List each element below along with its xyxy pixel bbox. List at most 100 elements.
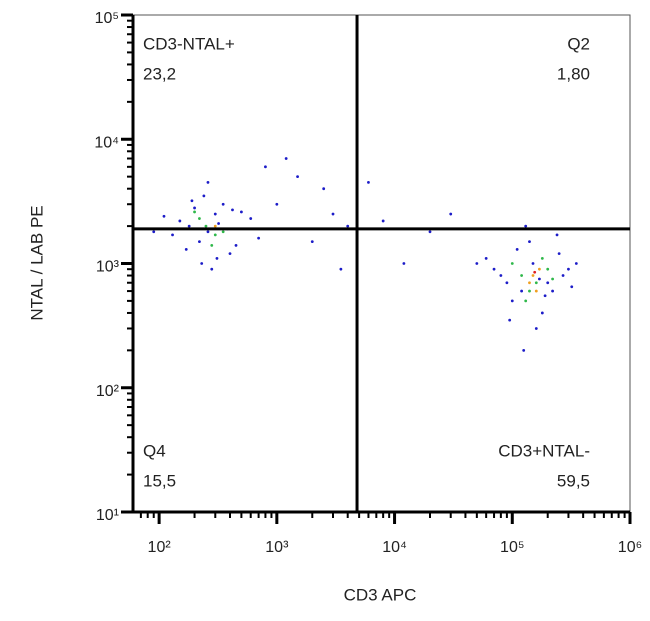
quadrant-name: CD3-NTAL+: [143, 34, 235, 53]
event-dot: [206, 230, 210, 234]
event-dot: [567, 267, 570, 271]
quadrant-percent: 15,5: [143, 471, 176, 490]
event-dot: [534, 289, 538, 293]
event-dot: [228, 252, 232, 256]
event-dot: [538, 277, 541, 281]
event-dot: [296, 175, 299, 179]
event-dot: [322, 187, 326, 191]
event-dot: [184, 247, 188, 251]
event-dot: [557, 252, 561, 256]
event-dot: [331, 212, 335, 216]
event-dot: [367, 180, 370, 184]
event-dot: [428, 230, 432, 234]
event-dot: [449, 212, 453, 216]
quadrant-name: CD3+NTAL-: [498, 441, 590, 460]
event-dot: [187, 224, 191, 228]
event-dot: [213, 233, 217, 237]
y-tick-label: 10¹: [96, 507, 119, 524]
x-tick-label: 10³: [265, 539, 289, 556]
quadrant-name: Q2: [567, 34, 590, 53]
event-dot: [546, 267, 550, 271]
event-dot: [190, 199, 194, 203]
x-axis-title: CD3 APC: [344, 585, 417, 604]
event-dot: [210, 243, 214, 247]
event-dot: [522, 348, 526, 352]
event-dot: [198, 240, 201, 244]
event-dot: [275, 202, 279, 206]
event-dot: [206, 180, 210, 184]
event-dot: [346, 224, 350, 228]
event-dot: [162, 214, 166, 218]
y-tick-label: 10²: [96, 383, 120, 400]
event-dot: [475, 262, 479, 265]
event-dot: [171, 233, 174, 237]
event-dot: [215, 256, 219, 260]
event-dot: [533, 270, 537, 274]
event-dot: [213, 224, 217, 228]
event-dot: [202, 194, 206, 198]
event-dot: [310, 240, 314, 244]
event-dot: [221, 230, 225, 234]
event-dot: [492, 267, 496, 271]
event-dot: [198, 217, 201, 220]
event-dot: [178, 219, 182, 223]
event-dot: [339, 267, 343, 271]
event-dot: [213, 212, 217, 216]
event-dot: [257, 236, 261, 240]
event-dot: [221, 202, 225, 206]
quadrant-percent: 23,2: [143, 64, 176, 83]
event-dot: [204, 224, 208, 228]
event-dot: [528, 240, 531, 244]
event-dot: [193, 206, 196, 210]
quadrant-percent: 1,80: [557, 64, 590, 83]
event-dot: [531, 262, 535, 265]
event-dot: [249, 217, 253, 220]
event-dot: [531, 274, 535, 277]
event-dot: [499, 274, 503, 277]
event-dot: [551, 277, 554, 281]
event-dot: [546, 281, 550, 285]
event-dot: [520, 289, 524, 293]
event-dot: [534, 281, 538, 285]
x-tick-label: 10⁴: [382, 539, 407, 556]
event-dot: [570, 285, 574, 289]
event-dot: [217, 222, 220, 225]
event-dot: [538, 267, 541, 271]
event-dot: [551, 289, 554, 293]
event-dot: [540, 256, 544, 260]
y-tick-label: 10⁴: [94, 134, 119, 151]
event-dot: [193, 210, 196, 214]
event-dot: [524, 224, 528, 228]
event-dot: [510, 299, 514, 303]
y-tick-label: 10⁵: [95, 10, 119, 27]
event-dot: [505, 281, 509, 285]
plot-frame: [132, 14, 631, 513]
event-dot: [543, 294, 547, 298]
event-dot: [234, 243, 238, 247]
y-axis-title: NTAL / LAB PE: [27, 205, 46, 320]
event-dot: [524, 299, 528, 303]
event-dot: [200, 262, 204, 265]
event-dot: [528, 289, 531, 293]
quadrant-percent: 59,5: [557, 471, 590, 490]
event-dot: [574, 262, 578, 265]
event-dot: [484, 256, 488, 260]
event-dot: [540, 311, 544, 315]
x-tick-label: 10²: [148, 539, 172, 556]
event-dot: [520, 274, 524, 277]
event-dot: [210, 267, 214, 271]
event-dot: [284, 157, 288, 160]
event-dot: [510, 262, 514, 265]
event-dot: [515, 247, 519, 251]
event-dot: [402, 262, 406, 265]
event-dot: [264, 165, 267, 169]
quadrant-name: Q4: [143, 441, 166, 460]
event-dot: [381, 219, 385, 223]
x-tick-label: 10⁶: [618, 539, 642, 556]
event-dot: [152, 230, 156, 234]
event-dot: [534, 327, 538, 330]
event-dot: [555, 233, 559, 237]
event-dot: [231, 208, 234, 212]
event-dot: [508, 318, 512, 322]
